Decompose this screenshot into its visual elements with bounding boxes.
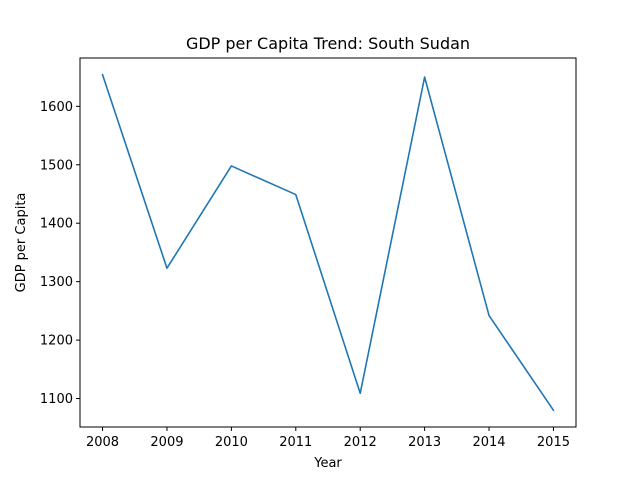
y-tick-label: 1600: [40, 100, 73, 115]
series-layer: [101, 73, 555, 412]
x-tick-label: 2011: [279, 435, 312, 450]
x-tick-label: 2015: [537, 435, 570, 450]
y-tick-label: 1100: [40, 392, 73, 407]
y-tick-label: 1300: [40, 275, 73, 290]
y-axis-label: GDP per Capita: [14, 193, 29, 293]
x-tick-label: 2014: [472, 435, 505, 450]
series-line-0: [101, 73, 555, 412]
x-tick-label: 2008: [86, 435, 119, 450]
x-tick-label: 2010: [215, 435, 248, 450]
x-axis-ticks: 2008 2009 2010 2011 2012 2013 2014 2015: [86, 427, 570, 450]
y-axis-ticks: 1100 1200 1300 1400 1500 1600: [40, 100, 80, 407]
plot-frame: [79, 57, 577, 428]
y-tick-label: 1500: [40, 158, 73, 173]
y-tick-label: 1200: [40, 334, 73, 349]
x-axis-label: Year: [313, 456, 342, 471]
x-tick-label: 2009: [150, 435, 183, 450]
y-tick-label: 1400: [40, 217, 73, 232]
chart-title: GDP per Capita Trend: South Sudan: [186, 34, 470, 53]
x-tick-label: 2013: [408, 435, 441, 450]
x-tick-label: 2012: [344, 435, 377, 450]
